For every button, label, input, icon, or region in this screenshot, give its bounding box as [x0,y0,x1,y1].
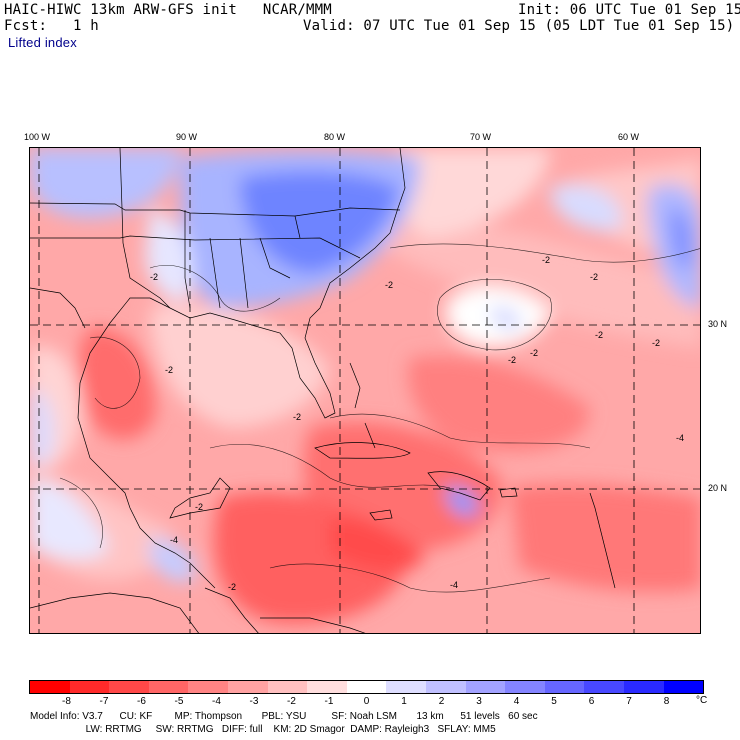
colorbar-tick-label: -2 [287,696,296,707]
lon-label: 60 W [618,132,640,142]
colorbar-tick-label: 6 [588,696,595,707]
contour-label: -2 [228,582,236,592]
contours [59,243,700,593]
colorbar-tick-label: 4 [513,696,520,707]
colorbar-cell [267,681,308,693]
colorbar-unit: °C [696,695,708,706]
model-title: HAIC-HIWC 13km ARW-GFS init NCAR/MMM [4,2,332,18]
contour-label: -2 [542,255,550,265]
colorbar-tick-label: -1 [324,696,334,707]
field-name: Lifted index [8,35,77,50]
colorbar-cell [663,681,704,693]
model-info-line2: LW: RRTMG SW: RRTMG DIFF: full KM: 2D Sm… [30,724,496,735]
graticule [30,148,700,633]
contour-label: -4 [676,433,684,443]
coastlines [30,148,616,633]
colorbar-cell [69,681,110,693]
colorbar-cell [465,681,506,693]
colorbar-cell [227,681,268,693]
colorbar-cell [30,681,70,693]
contour-label: -2 [590,272,598,282]
lat-label: 30 N [708,319,728,329]
forecast-hour: Fcst: 1 h [4,18,99,34]
colorbar-cell [148,681,189,693]
lon-label: 80 W [324,132,346,142]
colorbar-tick-label: -3 [249,696,259,707]
contour-label: -2 [530,348,538,358]
colorbar-cell [346,681,387,693]
contour-label: -2 [508,355,516,365]
colorbar-tick-label: -6 [137,696,146,707]
colorbar-cell [307,681,347,693]
lon-label: 70 W [470,132,492,142]
lon-label: 90 W [176,132,198,142]
contour-label: -2 [652,338,660,348]
contour-label: -2 [165,365,173,375]
colorbar-tick-label: -7 [99,696,109,707]
colorbar-tick-label: 8 [663,696,670,707]
colorbar-tick-label: 2 [438,696,445,707]
colorbar-cell [109,681,149,693]
colorbar-tick-label: 3 [476,696,482,707]
init-time: Init: 06 UTC Tue 01 Sep 15 [518,2,740,18]
colorbar-cell [623,681,664,693]
map-svg: -2 -2 -2 -2 -2 -2 -2 -2 -2 -2 -2 -2 -4 -… [30,148,700,633]
colorbar-tick-label: -5 [174,696,184,707]
colorbar-cell [584,681,624,693]
valid-time: Valid: 07 UTC Tue 01 Sep 15 (05 LDT Tue … [303,18,735,34]
colorbar-cell [425,681,466,693]
contour-label: -4 [170,535,178,545]
colorbar-tick-label: 1 [401,696,407,707]
contour-labels: -2 -2 -2 -2 -2 -2 -2 -2 -2 -2 -2 -2 -4 -… [150,255,684,592]
lon-label: 100 W [24,132,51,142]
lifted-index-map: -2 -2 -2 -2 -2 -2 -2 -2 -2 -2 -2 -2 -4 -… [29,147,701,634]
colorbar-tick-label: -8 [62,696,71,707]
lifted-index-field [30,148,700,624]
colorbar-tick-label: 5 [551,696,557,707]
contour-label: -2 [293,412,301,422]
colorbar-cell [505,681,545,693]
contour-label: -2 [385,280,393,290]
colorbar [29,680,704,694]
lat-label: 20 N [708,483,728,493]
contour-label: -4 [450,580,458,590]
colorbar-tick-label: 0 [363,696,370,707]
colorbar-tick-label: 7 [626,696,632,707]
colorbar-cell [386,681,426,693]
colorbar-tick-label: -4 [212,696,221,707]
contour-label: -2 [195,502,203,512]
model-info-line1: Model Info: V3.7 CU: KF MP: Thompson PBL… [30,711,538,722]
contour-label: -2 [595,330,603,340]
colorbar-cell [544,681,585,693]
contour-label: -2 [150,272,158,282]
colorbar-cell [188,681,228,693]
